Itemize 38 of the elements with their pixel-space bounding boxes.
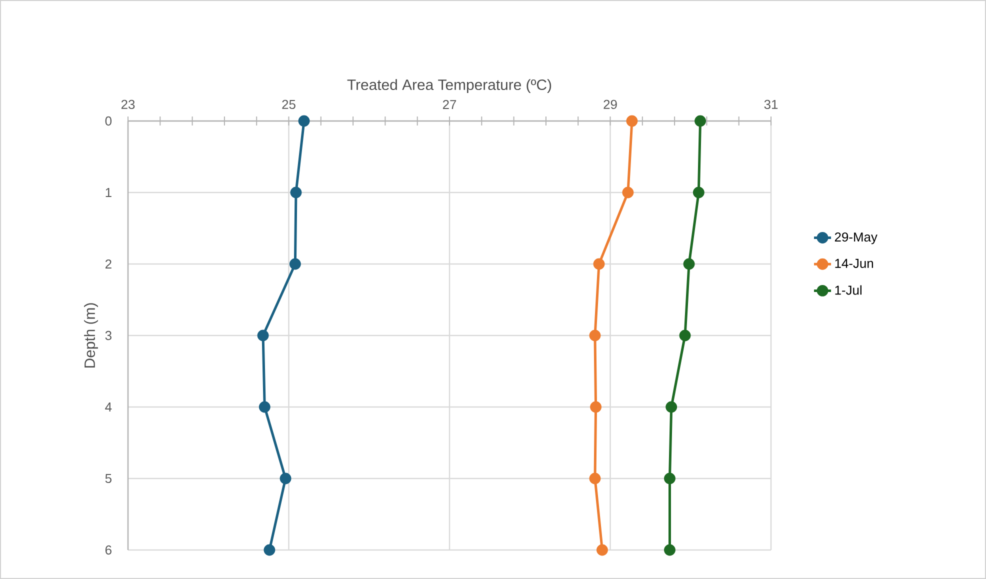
point (258, 401, 270, 413)
y-tick-label: 5 (105, 474, 112, 484)
y-tick-label: 2 (105, 259, 112, 269)
x-axis-title: Treated Area Temperature (ºC) (347, 79, 552, 93)
x-tick-label: 29 (604, 100, 617, 110)
point (289, 258, 301, 270)
legend-label: 1-Jul (835, 285, 862, 295)
point (664, 544, 676, 556)
point (290, 186, 302, 198)
legend-label: 14-Jun (835, 258, 874, 268)
point (626, 115, 638, 127)
y-tick-label: 6 (105, 545, 112, 555)
x-tick-label: 23 (121, 100, 135, 110)
point (590, 401, 602, 413)
point (622, 186, 634, 198)
x-tick-label: 31 (764, 100, 778, 110)
point (264, 544, 276, 556)
point (664, 472, 676, 484)
y-tick-label: 0 (105, 116, 112, 126)
point (683, 258, 695, 270)
point (589, 472, 601, 484)
x-tick-label: 27 (442, 100, 456, 110)
x-tick-label: 25 (282, 100, 296, 110)
point (257, 330, 269, 342)
point (679, 330, 691, 342)
point (280, 472, 292, 484)
y-tick-label: 4 (105, 402, 112, 412)
point (666, 401, 678, 413)
y-tick-label: 1 (106, 188, 112, 197)
point (593, 258, 605, 270)
point (298, 115, 310, 127)
point (596, 544, 608, 556)
y-axis-title: Depth (m) (84, 303, 98, 368)
point (694, 115, 706, 127)
point (692, 186, 704, 198)
y-tick-label: 3 (105, 330, 112, 340)
legend-label: 29-May (834, 232, 878, 244)
point (589, 330, 601, 342)
